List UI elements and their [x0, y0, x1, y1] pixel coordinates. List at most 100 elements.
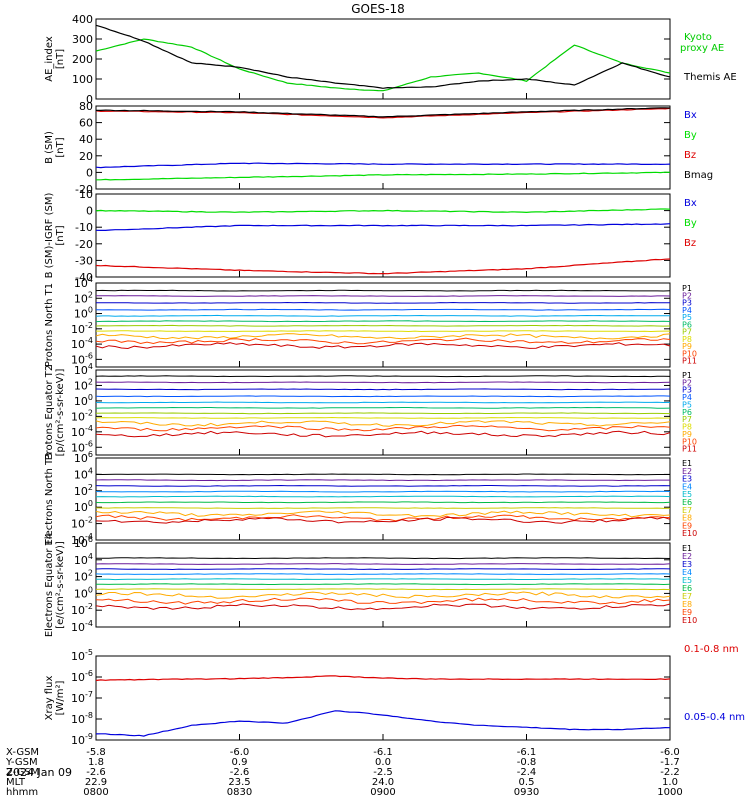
channel-line-P1 — [95, 289, 671, 292]
channel-label: E8 — [682, 514, 692, 523]
series-line-4 — [96, 107, 671, 118]
ephemeris-value: 22.9 — [85, 777, 107, 788]
y-tick-label: 0 — [86, 93, 93, 106]
y-tick-label: 10-4 — [71, 424, 93, 439]
ephemeris-value: -5.8 — [86, 747, 106, 758]
y-tick-label: -40 — [75, 271, 93, 284]
channel-line-E9 — [95, 514, 671, 522]
panel-frame — [95, 542, 671, 628]
channel-line-P2 — [95, 295, 671, 297]
y-tick-label: 100 — [74, 393, 93, 408]
y-tick-label: 10-2 — [71, 602, 93, 617]
channel-line-P3 — [96, 301, 670, 304]
channel-label: E7 — [682, 592, 692, 601]
ephemeris-value: 1.0 — [662, 777, 678, 788]
series-line-1 — [95, 38, 671, 92]
y-tick-label: 10-4 — [71, 336, 93, 351]
y-tick-label: 10 — [79, 188, 93, 201]
channel-label: E5 — [682, 576, 692, 585]
y-tick-label: 100 — [74, 306, 93, 321]
channel-label: E3 — [682, 475, 692, 484]
channel-line-E10 — [95, 603, 671, 611]
channel-label: P11 — [682, 357, 697, 366]
y-tick-label: 300 — [72, 33, 93, 46]
y-axis-label: Protons Equator T2[p/(cm²-s-sr-keV)] — [44, 365, 66, 461]
ephemeris-value: 23.5 — [228, 777, 250, 788]
channel-label: E8 — [682, 600, 692, 609]
ephemeris-value: 1.8 — [88, 757, 104, 768]
channel-label: P6 — [682, 320, 692, 329]
channel-label: E5 — [682, 490, 692, 499]
channel-line-P8 — [96, 330, 670, 333]
channel-line-P9 — [95, 333, 671, 340]
y-tick-label: 80 — [79, 100, 93, 113]
ephemeris-row-label: Z-GSM — [6, 767, 39, 778]
channel-label: P10 — [682, 349, 697, 358]
y-tick-label: 100 — [72, 73, 93, 86]
series-line-2 — [96, 171, 671, 181]
channel-line-E5 — [96, 578, 671, 581]
channel-line-P7 — [95, 324, 671, 327]
channel-line-E4 — [95, 490, 671, 493]
y-tick-label: 102 — [74, 483, 93, 498]
channel-label: P5 — [682, 400, 692, 409]
legend-label: Bmag — [684, 170, 713, 181]
ephemeris-value: -2.4 — [517, 767, 537, 778]
y-tick-label: 40 — [79, 133, 93, 146]
channel-line-P2 — [95, 381, 671, 384]
y-tick-label: 102 — [74, 290, 93, 305]
series-line-2 — [95, 24, 671, 89]
y-tick-label: 10-6 — [71, 669, 93, 684]
y-tick-label: 104 — [74, 466, 93, 481]
y-tick-label: 10-2 — [71, 516, 93, 531]
series-line-1 — [95, 162, 671, 169]
channel-line-P5 — [95, 314, 671, 317]
channel-label: E9 — [682, 608, 692, 617]
y-tick-label: 400 — [72, 13, 93, 26]
channel-label: P8 — [682, 423, 692, 432]
panel-3: -40 -30 -20 -10 0 10 B (SM)-IGRF (SM)[nT] Bx By B… — [44, 188, 697, 284]
channel-line-E3 — [95, 568, 671, 571]
channel-label: P4 — [682, 306, 692, 315]
channel-line-E2 — [95, 479, 670, 482]
y-tick-label: 104 — [74, 275, 93, 290]
y-tick-label: -20 — [75, 183, 93, 196]
channel-label: E10 — [682, 529, 697, 538]
y-tick-label: 200 — [72, 53, 93, 66]
channel-line-P11 — [95, 342, 671, 350]
channel-line-E5 — [95, 495, 671, 498]
channel-line-E3 — [95, 484, 671, 487]
legend-label: Bz — [684, 150, 696, 161]
y-tick-label: 0 — [86, 166, 93, 179]
channel-label: E3 — [682, 560, 692, 569]
ephemeris-value: -2.5 — [373, 767, 393, 778]
channel-label: P1 — [682, 371, 692, 380]
channel-line-E6 — [95, 583, 671, 586]
y-axis-label: B (SM)[nT] — [44, 131, 66, 164]
channel-line-E4 — [95, 573, 671, 576]
channel-line-P4 — [95, 308, 671, 311]
ephemeris-value: 0830 — [227, 787, 252, 798]
y-tick-label: 0 — [86, 205, 93, 218]
channel-line-P7 — [95, 412, 671, 415]
ephemeris-value: 0.9 — [232, 757, 248, 768]
channel-label: E6 — [682, 498, 692, 507]
channel-line-P1 — [95, 375, 671, 378]
channel-label: P1 — [682, 284, 692, 293]
legend-label: Kyoto proxy AE — [680, 32, 724, 54]
channel-label: P3 — [682, 386, 692, 395]
channel-label: P8 — [682, 335, 692, 344]
legend-label: Bx — [684, 198, 697, 209]
legend-label: Themis AE — [683, 72, 737, 83]
y-axis-label: Xray flux[W/m²] — [44, 676, 66, 721]
channel-label: P9 — [682, 430, 692, 439]
channel-line-P10 — [95, 424, 671, 432]
channel-line-P11 — [95, 430, 671, 438]
channel-label: P9 — [682, 342, 692, 351]
y-tick-label: 10-8 — [71, 711, 93, 726]
ephemeris-value: 0900 — [370, 787, 395, 798]
series-line-1 — [95, 223, 671, 231]
